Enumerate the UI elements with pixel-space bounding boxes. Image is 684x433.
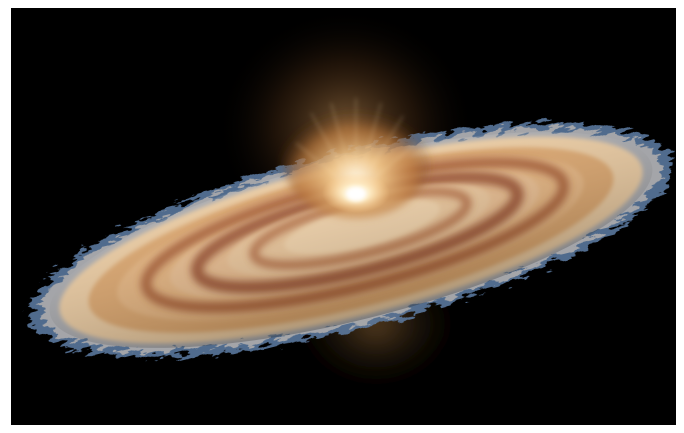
accretion-disk	[30, 123, 672, 357]
protoplanetary-disk-illustration	[11, 8, 676, 425]
space-scene	[11, 8, 676, 425]
protostar-highlight	[346, 187, 366, 201]
